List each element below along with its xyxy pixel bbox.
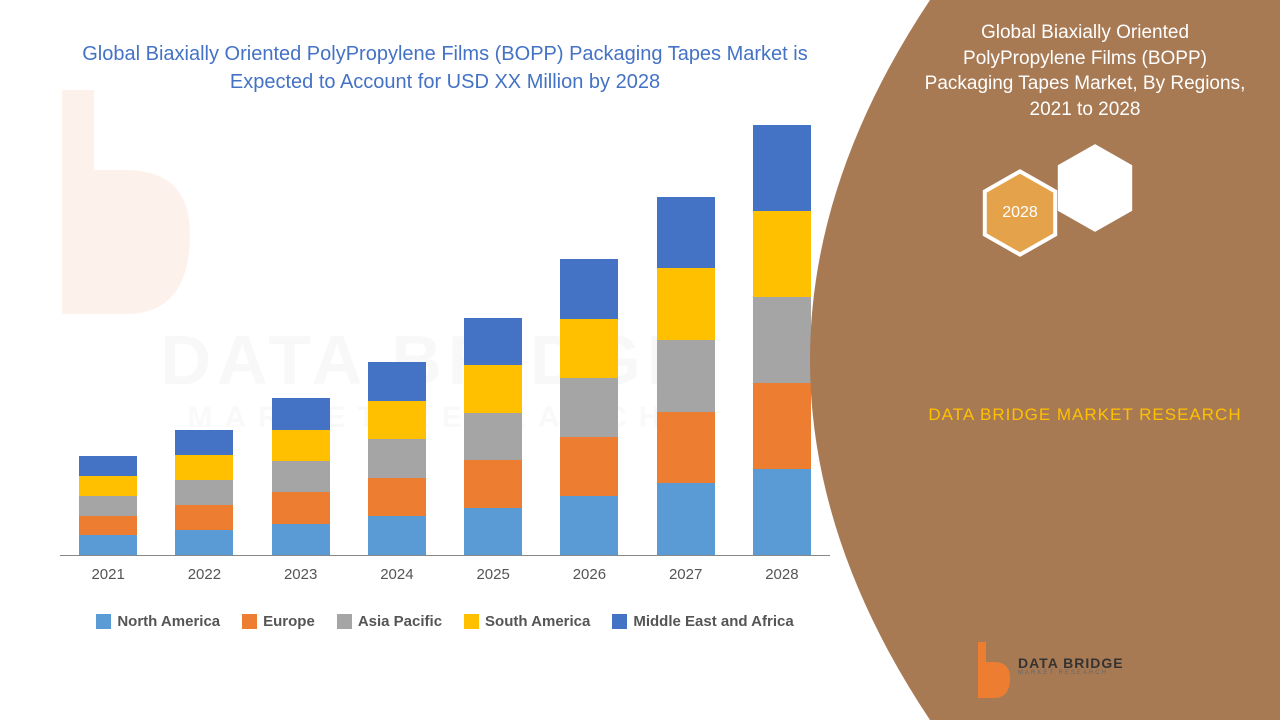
left-panel: DATA BRIDGE MARKET RESEARCH Global Biaxi… xyxy=(0,0,860,720)
right-content: Global Biaxially Oriented PolyPropylene … xyxy=(920,20,1250,426)
legend-label: North America xyxy=(117,613,220,630)
x-label: 2022 xyxy=(162,566,247,583)
bar-segment xyxy=(657,268,715,340)
right-title: Global Biaxially Oriented PolyPropylene … xyxy=(920,20,1250,123)
bar-segment xyxy=(464,365,522,412)
x-label: 2026 xyxy=(547,566,632,583)
bar-col xyxy=(162,430,247,555)
bar-segment xyxy=(272,461,330,492)
bar-segment xyxy=(560,437,618,496)
bar-col xyxy=(643,197,728,555)
bar-segment xyxy=(79,456,137,476)
bar-segment xyxy=(560,496,618,555)
bar-segment xyxy=(272,492,330,523)
hex-2028-label: 2028 xyxy=(1002,204,1038,222)
bar-segment xyxy=(79,516,137,536)
bar-segment xyxy=(464,508,522,555)
legend-swatch-icon xyxy=(464,614,479,629)
legend-label: Europe xyxy=(263,613,315,630)
brand-text: DATA BRIDGE MARKET RESEARCH xyxy=(920,403,1250,427)
bar-segment xyxy=(175,480,233,505)
logo-subtext: MARKET RESEARCH xyxy=(1018,670,1124,676)
bar-stack xyxy=(464,318,522,555)
bar-segment xyxy=(657,197,715,269)
logo-text: DATA BRIDGE xyxy=(1018,656,1124,670)
logo-text-block: DATA BRIDGE MARKET RESEARCH xyxy=(1018,656,1124,676)
bar-col xyxy=(355,362,440,555)
legend: North America Europe Asia Pacific South Ame… xyxy=(60,613,830,630)
hex-2021-label: 2021 xyxy=(1077,179,1113,197)
bar-segment xyxy=(175,430,233,455)
bar-col xyxy=(66,456,151,555)
bar-col xyxy=(451,318,536,555)
hex-2021: 2021 xyxy=(1055,143,1135,233)
bar-segment xyxy=(368,478,426,517)
hex-2028: 2028 xyxy=(980,168,1060,258)
legend-swatch-icon xyxy=(242,614,257,629)
bar-segment xyxy=(657,483,715,555)
bar-col xyxy=(258,398,343,555)
bar-segment xyxy=(175,455,233,480)
bar-segment xyxy=(272,524,330,555)
bar-stack xyxy=(272,398,330,555)
bar-segment xyxy=(272,398,330,429)
x-axis-labels: 20212022202320242025202620272028 xyxy=(60,566,830,583)
bar-stack xyxy=(560,259,618,555)
bar-segment xyxy=(560,259,618,318)
legend-item: Asia Pacific xyxy=(337,613,442,630)
bar-stack xyxy=(175,430,233,555)
bar-segment xyxy=(464,413,522,460)
bar-segment xyxy=(368,362,426,401)
bar-stack xyxy=(79,456,137,555)
logo-mark-icon xyxy=(970,642,1010,690)
bar-segment xyxy=(175,530,233,555)
hex-group: 2028 2021 xyxy=(920,143,1250,263)
bar-segment xyxy=(272,430,330,461)
x-label: 2024 xyxy=(355,566,440,583)
legend-swatch-icon xyxy=(337,614,352,629)
legend-label: Middle East and Africa xyxy=(633,613,793,630)
logo: DATA BRIDGE MARKET RESEARCH xyxy=(970,642,1124,690)
bar-segment xyxy=(79,476,137,496)
chart-area xyxy=(60,126,830,556)
x-label: 2025 xyxy=(451,566,536,583)
x-label: 2021 xyxy=(66,566,151,583)
bar-segment xyxy=(79,535,137,555)
x-label: 2023 xyxy=(258,566,343,583)
legend-item: North America xyxy=(96,613,220,630)
legend-label: South America xyxy=(485,613,590,630)
bar-segment xyxy=(368,516,426,555)
bar-segment xyxy=(560,378,618,437)
bar-segment xyxy=(657,412,715,484)
legend-label: Asia Pacific xyxy=(358,613,442,630)
legend-item: Middle East and Africa xyxy=(612,613,793,630)
bar-segment xyxy=(464,318,522,365)
legend-swatch-icon xyxy=(96,614,111,629)
bar-segment xyxy=(368,439,426,478)
container: DATA BRIDGE MARKET RESEARCH Global Biaxi… xyxy=(0,0,1280,720)
bar-stack xyxy=(657,197,715,555)
legend-swatch-icon xyxy=(612,614,627,629)
bar-stack xyxy=(368,362,426,555)
bar-segment xyxy=(368,401,426,440)
legend-item: Europe xyxy=(242,613,315,630)
bar-segment xyxy=(657,340,715,412)
right-panel: Global Biaxially Oriented PolyPropylene … xyxy=(800,0,1280,720)
bar-segment xyxy=(464,460,522,507)
bar-segment xyxy=(560,319,618,378)
x-label: 2027 xyxy=(643,566,728,583)
bar-col xyxy=(547,259,632,555)
legend-item: South America xyxy=(464,613,590,630)
chart-title: Global Biaxially Oriented PolyPropylene … xyxy=(60,40,830,126)
bar-segment xyxy=(79,496,137,516)
bar-segment xyxy=(175,505,233,530)
